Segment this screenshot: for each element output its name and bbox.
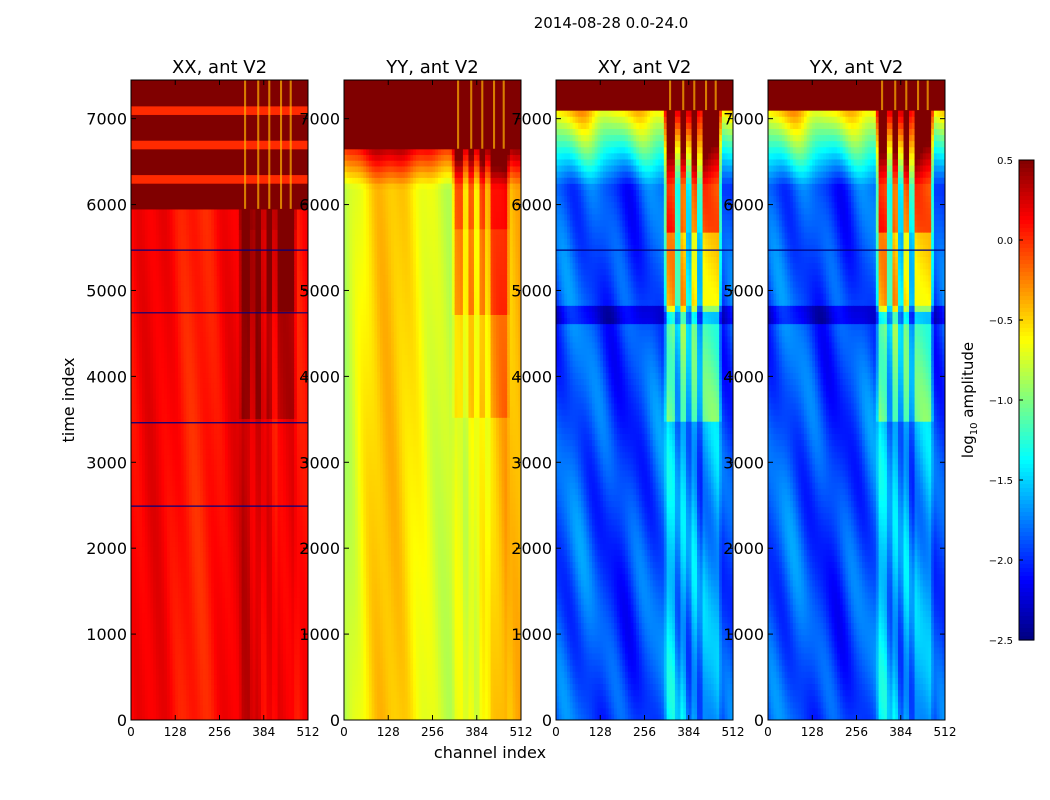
panel-title: YX, ant V2 <box>809 57 904 78</box>
y-axis-label: time index <box>59 357 78 442</box>
x-tick-label: 384 <box>677 725 700 739</box>
y-tick-label: 1000 <box>511 625 552 644</box>
x-tick-label: 0 <box>764 725 772 739</box>
colorbar-tick-label: −1.5 <box>989 476 1013 487</box>
y-tick-label: 2000 <box>511 539 552 558</box>
colorbar-tick-label: −2.5 <box>989 636 1013 647</box>
x-tick-label: 512 <box>297 725 320 739</box>
panel-1: 0 128 256 384 512 0 1000 2000 3000 4000 5000 6000 70… <box>299 57 546 762</box>
panel-2: 0 128 256 384 512 0 1000 2000 3000 4000 5000 6000 70… <box>511 57 744 739</box>
y-tick-label: 7000 <box>511 110 552 129</box>
x-tick-label: 384 <box>465 725 488 739</box>
panel-title: XX, ant V2 <box>172 57 267 78</box>
heatmap-image <box>131 80 308 720</box>
panels: 0 128 256 384 512 0 1000 2000 3000 4000 5000 6000 70… <box>59 57 956 762</box>
panel-title: XY, ant V2 <box>598 57 692 78</box>
x-tick-label: 384 <box>889 725 912 739</box>
colorbar-tick-label: −1.0 <box>989 396 1013 407</box>
y-tick-label: 1000 <box>86 625 127 644</box>
y-tick-label: 6000 <box>86 196 127 215</box>
panel-0: 0 128 256 384 512 0 1000 2000 3000 4000 5000 6000 70… <box>59 57 319 739</box>
x-tick-label: 0 <box>340 725 348 739</box>
y-tick-label: 6000 <box>299 196 340 215</box>
x-axis-label: channel index <box>434 743 546 762</box>
y-tick-label: 4000 <box>299 367 340 386</box>
y-tick-label: 4000 <box>723 367 764 386</box>
heatmap-image <box>768 80 945 720</box>
panel-title: YY, ant V2 <box>385 57 478 78</box>
y-tick-label: 3000 <box>511 453 552 472</box>
x-tick-label: 128 <box>801 725 824 739</box>
y-tick-label: 5000 <box>299 281 340 300</box>
y-tick-label: 3000 <box>86 453 127 472</box>
y-tick-label: 7000 <box>723 110 764 129</box>
y-tick-label: 3000 <box>299 453 340 472</box>
y-tick-label: 5000 <box>86 281 127 300</box>
y-tick-label: 5000 <box>723 281 764 300</box>
y-tick-label: 5000 <box>511 281 552 300</box>
heatmap-image <box>344 80 521 720</box>
panel-3: 0 128 256 384 512 0 1000 2000 3000 4000 5000 6000 70… <box>723 57 956 739</box>
x-tick-label: 0 <box>127 725 135 739</box>
x-tick-label: 256 <box>421 725 444 739</box>
heatmap-image <box>556 80 733 720</box>
y-tick-label: 6000 <box>723 196 764 215</box>
x-tick-label: 512 <box>934 725 957 739</box>
x-tick-label: 128 <box>164 725 187 739</box>
colorbar-label: log10 amplitude <box>959 342 980 458</box>
colorbar: 0.5 0.0 −0.5 −1.0 −1.5 −2.0 −2.5 <box>989 156 1035 647</box>
x-tick-label: 512 <box>510 725 533 739</box>
y-tick-label: 7000 <box>86 110 127 129</box>
y-tick-label: 0 <box>542 711 552 730</box>
y-tick-label: 4000 <box>511 367 552 386</box>
y-tick-label: 4000 <box>86 367 127 386</box>
y-tick-label: 1000 <box>723 625 764 644</box>
y-tick-label: 0 <box>117 711 127 730</box>
colorbar-tick-label: 0.0 <box>997 236 1013 247</box>
y-tick-label: 1000 <box>299 625 340 644</box>
x-tick-label: 128 <box>589 725 612 739</box>
y-tick-label: 2000 <box>86 539 127 558</box>
colorbar-tick-label: 0.5 <box>997 156 1013 167</box>
y-tick-label: 2000 <box>299 539 340 558</box>
x-tick-label: 0 <box>552 725 560 739</box>
y-tick-label: 3000 <box>723 453 764 472</box>
x-tick-label: 512 <box>722 725 745 739</box>
x-tick-label: 256 <box>208 725 231 739</box>
y-tick-label: 0 <box>330 711 340 730</box>
y-tick-label: 7000 <box>299 110 340 129</box>
x-tick-label: 256 <box>633 725 656 739</box>
x-tick-label: 256 <box>845 725 868 739</box>
x-tick-label: 128 <box>377 725 400 739</box>
figure-suptitle: 2014-08-28 0.0-24.0 <box>534 14 689 32</box>
y-tick-label: 6000 <box>511 196 552 215</box>
colorbar-tick-label: −0.5 <box>989 316 1013 327</box>
y-tick-label: 0 <box>754 711 764 730</box>
colorbar-tick-label: −2.0 <box>989 556 1013 567</box>
y-tick-label: 2000 <box>723 539 764 558</box>
x-tick-label: 384 <box>252 725 275 739</box>
